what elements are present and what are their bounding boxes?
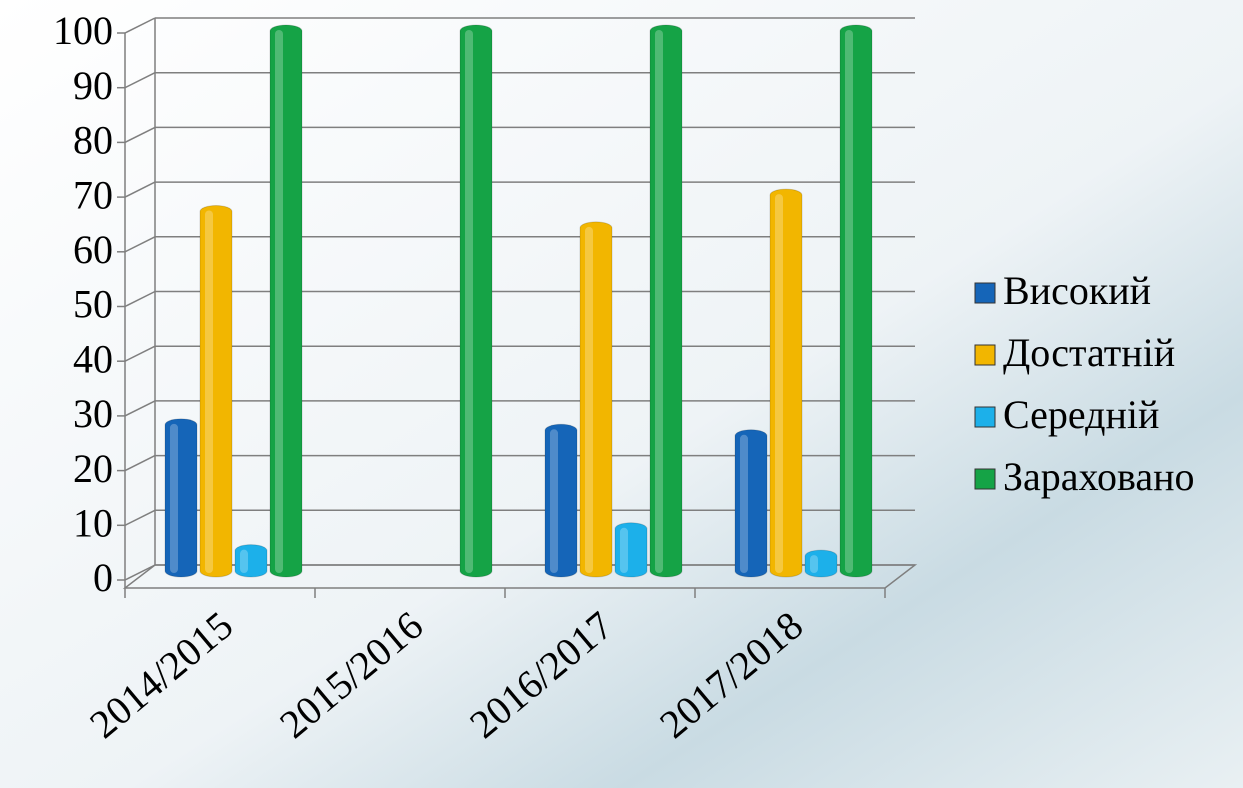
- legend-swatch: [975, 345, 995, 365]
- bar-highlight: [775, 194, 783, 573]
- bar: [770, 189, 802, 577]
- legend-swatch: [975, 283, 995, 303]
- y-tick-label: 80: [73, 118, 113, 163]
- bar: [200, 206, 232, 577]
- bar: [165, 419, 197, 577]
- bar-highlight: [620, 528, 628, 573]
- legend-label: Високий: [1003, 268, 1151, 313]
- y-tick-label: 40: [73, 336, 113, 381]
- bar: [735, 430, 767, 577]
- legend-label: Зараховано: [1003, 454, 1195, 499]
- legend-label: Достатній: [1003, 330, 1175, 375]
- bar: [805, 550, 837, 577]
- bar-highlight: [275, 30, 283, 573]
- y-tick-label: 90: [73, 63, 113, 108]
- bar-highlight: [465, 30, 473, 573]
- legend-label: Середній: [1003, 392, 1159, 437]
- bar: [545, 424, 577, 577]
- bar-highlight: [740, 435, 748, 573]
- bar: [580, 222, 612, 577]
- bar-highlight: [205, 211, 213, 573]
- bar: [270, 25, 302, 577]
- bar: [460, 25, 492, 577]
- bar-highlight: [810, 555, 818, 573]
- bar-highlight: [845, 30, 853, 573]
- bar-highlight: [170, 424, 178, 573]
- bar-highlight: [550, 429, 558, 573]
- y-tick-label: 60: [73, 227, 113, 272]
- bar: [615, 523, 647, 577]
- y-tick-label: 10: [73, 500, 113, 545]
- chart: 01020304050607080901002014/20152015/2016…: [0, 0, 1243, 788]
- bar: [235, 545, 267, 577]
- y-tick-label: 50: [73, 282, 113, 327]
- bar-highlight: [240, 550, 248, 573]
- legend-swatch: [975, 407, 995, 427]
- bar: [840, 25, 872, 577]
- legend-swatch: [975, 469, 995, 489]
- y-tick-label: 30: [73, 391, 113, 436]
- y-tick-label: 70: [73, 172, 113, 217]
- y-tick-label: 0: [93, 555, 113, 600]
- bar-highlight: [585, 227, 593, 573]
- bar: [650, 25, 682, 577]
- bar-highlight: [655, 30, 663, 573]
- y-tick-label: 100: [53, 8, 113, 53]
- y-tick-label: 20: [73, 446, 113, 491]
